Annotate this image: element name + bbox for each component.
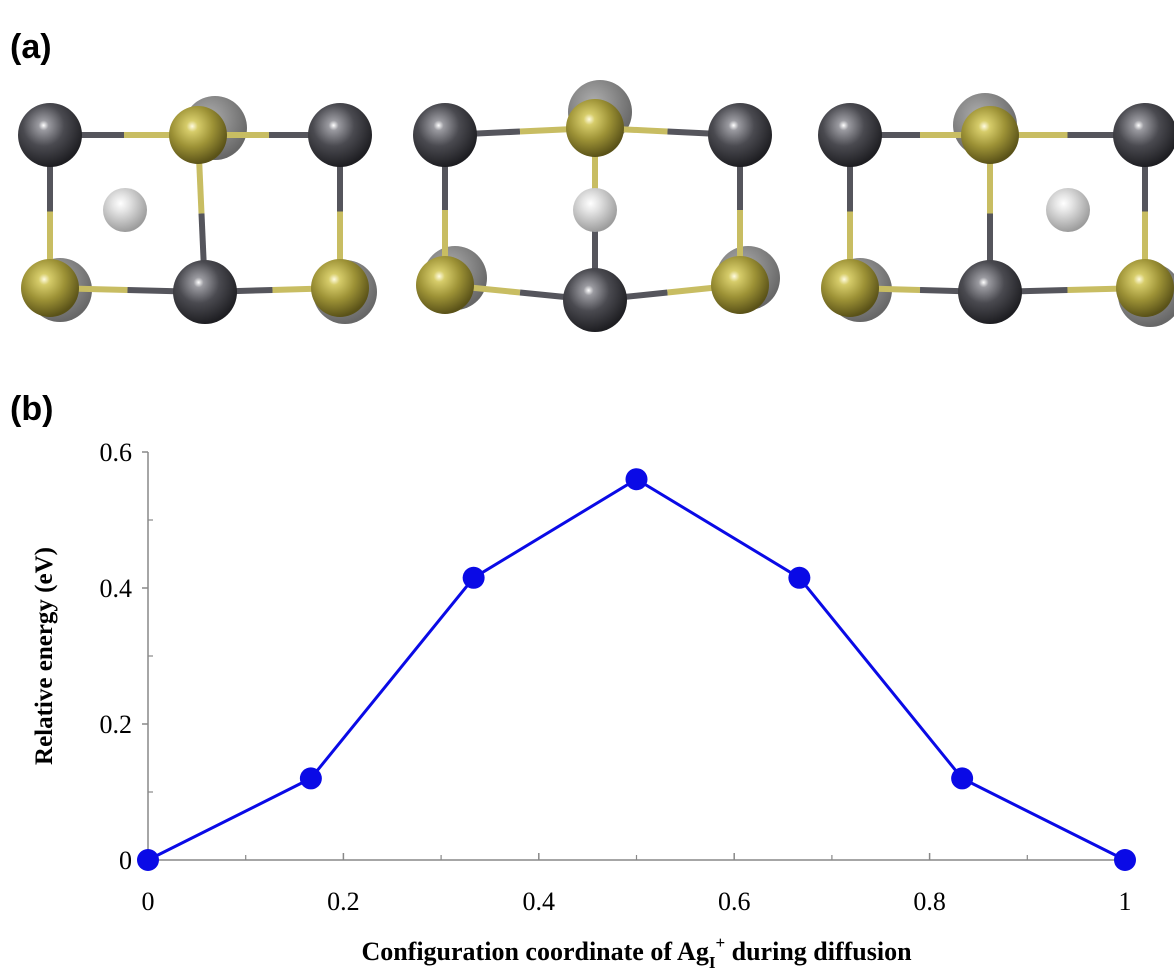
x-tick-label: 1 xyxy=(1119,887,1132,916)
atom xyxy=(708,103,772,167)
x-tick-label: 0 xyxy=(142,887,155,916)
data-point xyxy=(788,567,810,589)
panel-label: (a) xyxy=(10,28,52,66)
data-point xyxy=(463,567,485,589)
data-point xyxy=(951,767,973,789)
data-line xyxy=(148,479,1125,860)
x-tick-label: 0.8 xyxy=(913,887,946,916)
x-tick-label: 0.2 xyxy=(327,887,360,916)
panel-label: (b) xyxy=(10,390,53,428)
atom xyxy=(818,103,882,167)
x-tick-label: 0.4 xyxy=(523,887,556,916)
atom xyxy=(311,259,369,317)
atom xyxy=(169,106,227,164)
data-point xyxy=(1114,849,1136,871)
crystal-structures xyxy=(18,80,1174,332)
atom xyxy=(563,268,627,332)
atom xyxy=(416,256,474,314)
atom xyxy=(1113,103,1174,167)
atom xyxy=(308,103,372,167)
x-axis-label-sub: I xyxy=(709,953,716,972)
atom xyxy=(413,103,477,167)
atom xyxy=(711,256,769,314)
atom xyxy=(18,103,82,167)
atom xyxy=(1046,188,1090,232)
data-point xyxy=(300,767,322,789)
x-axis-label-sup: + xyxy=(715,933,725,952)
atom xyxy=(173,260,237,324)
atom xyxy=(21,259,79,317)
y-tick-label: 0.2 xyxy=(100,710,133,739)
data-point xyxy=(626,468,648,490)
y-tick-label: 0 xyxy=(119,846,132,875)
atom xyxy=(573,188,617,232)
y-axis-label: Relative energy (eV) xyxy=(31,547,58,765)
x-axis-label-part: Configuration coordinate of Ag xyxy=(361,937,708,966)
x-axis-label: Configuration coordinate of AgI+ during … xyxy=(361,933,912,972)
atom xyxy=(821,259,879,317)
data-point xyxy=(137,849,159,871)
atom xyxy=(103,188,147,232)
x-tick-label: 0.6 xyxy=(718,887,751,916)
atom xyxy=(1116,259,1174,317)
x-axis-label-part: during diffusion xyxy=(725,937,912,966)
atom xyxy=(958,260,1022,324)
figure: (a) (b) 0 0.2 0.4 0.6 0 0.2 0.4 0.6 0.8 1 Relative… xyxy=(0,0,1174,976)
atom xyxy=(566,99,624,157)
atom xyxy=(961,106,1019,164)
energy-chart: 0 0.2 0.4 0.6 0 0.2 0.4 0.6 0.8 1 Relative energy … xyxy=(31,438,1136,972)
y-tick-label: 0.6 xyxy=(100,438,133,467)
y-tick-label: 0.4 xyxy=(100,574,133,603)
